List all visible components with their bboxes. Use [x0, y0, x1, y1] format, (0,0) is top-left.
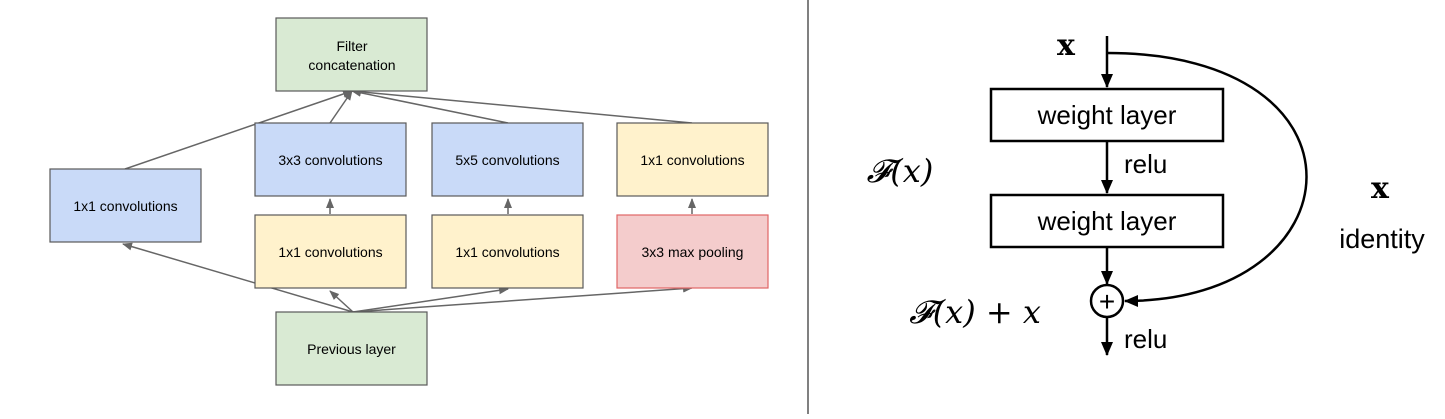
edge-conv1x1-left-to-concat [124, 90, 353, 170]
identity-shortcut-path [1106, 51, 1308, 307]
edge-prev-to-conv1x1-left [122, 242, 354, 313]
identity-x-label: x [1371, 171, 1390, 206]
conv1x1-right-box: 1x1 convolutions [616, 122, 769, 197]
conv1x1-left-box: 1x1 convolutions [49, 168, 202, 243]
conv1x1-right-label: 1x1 convolutions [640, 152, 744, 168]
reduce1x1-a-label: 1x1 convolutions [278, 244, 382, 260]
edge-conv5x5-to-concat [351, 88, 509, 124]
edge-prev-to-maxpool [352, 284, 693, 313]
filter-concatenation-label-line1: Filter [336, 38, 367, 54]
edge-prev-to-reduce-b [352, 286, 509, 313]
filter-concatenation-box: Filter concatenation [275, 17, 428, 92]
inception-module: Filter concatenation 1x1 convolutions 3x… [49, 17, 769, 386]
previous-layer-label: Previous layer [307, 341, 396, 357]
previous-layer-box: Previous layer [275, 311, 428, 386]
maxpool-label: 3x3 max pooling [642, 244, 744, 260]
reduce1x1-b-label: 1x1 convolutions [455, 244, 559, 260]
weight-layer-2-label: weight layer [1037, 206, 1177, 236]
conv5x5-box: 5x5 convolutions [431, 122, 584, 197]
sum-plus-label: + [1099, 286, 1115, 317]
identity-label: identity [1339, 224, 1425, 254]
conv1x1-left-label: 1x1 convolutions [73, 198, 177, 214]
reduce1x1-a-box: 1x1 convolutions [254, 214, 407, 289]
edge-conv3x3-to-concat [329, 90, 353, 124]
relu-out-label: relu [1124, 324, 1167, 354]
reduce1x1-b-box: 1x1 convolutions [431, 214, 584, 289]
weight-layer-1-box: weight layer [989, 87, 1225, 143]
conv3x3-label: 3x3 convolutions [278, 152, 382, 168]
edge-prev-to-reduce-a [329, 290, 354, 313]
maxpool-box: 3x3 max pooling [616, 214, 769, 289]
conv3x3-box: 3x3 convolutions [254, 122, 407, 197]
filter-concatenation-label-line2: concatenation [308, 57, 395, 73]
weight-layer-1-label: weight layer [1037, 100, 1177, 130]
conv5x5-label: 5x5 convolutions [455, 152, 559, 168]
fx-plus-x-label: 𝓕(x) + x [909, 293, 1041, 331]
relu-mid-label: relu [1124, 149, 1167, 179]
inception-connectors [122, 87, 696, 313]
weight-layer-2-box: weight layer [989, 193, 1225, 249]
sum-node: + [1089, 283, 1125, 319]
residual-block: x weight layer relu weight layer + relu … [867, 28, 1425, 356]
fx-label: 𝓕(x) [867, 152, 934, 190]
edge-conv1x1-right-to-concat [351, 87, 693, 124]
input-x-label: x [1057, 28, 1076, 63]
